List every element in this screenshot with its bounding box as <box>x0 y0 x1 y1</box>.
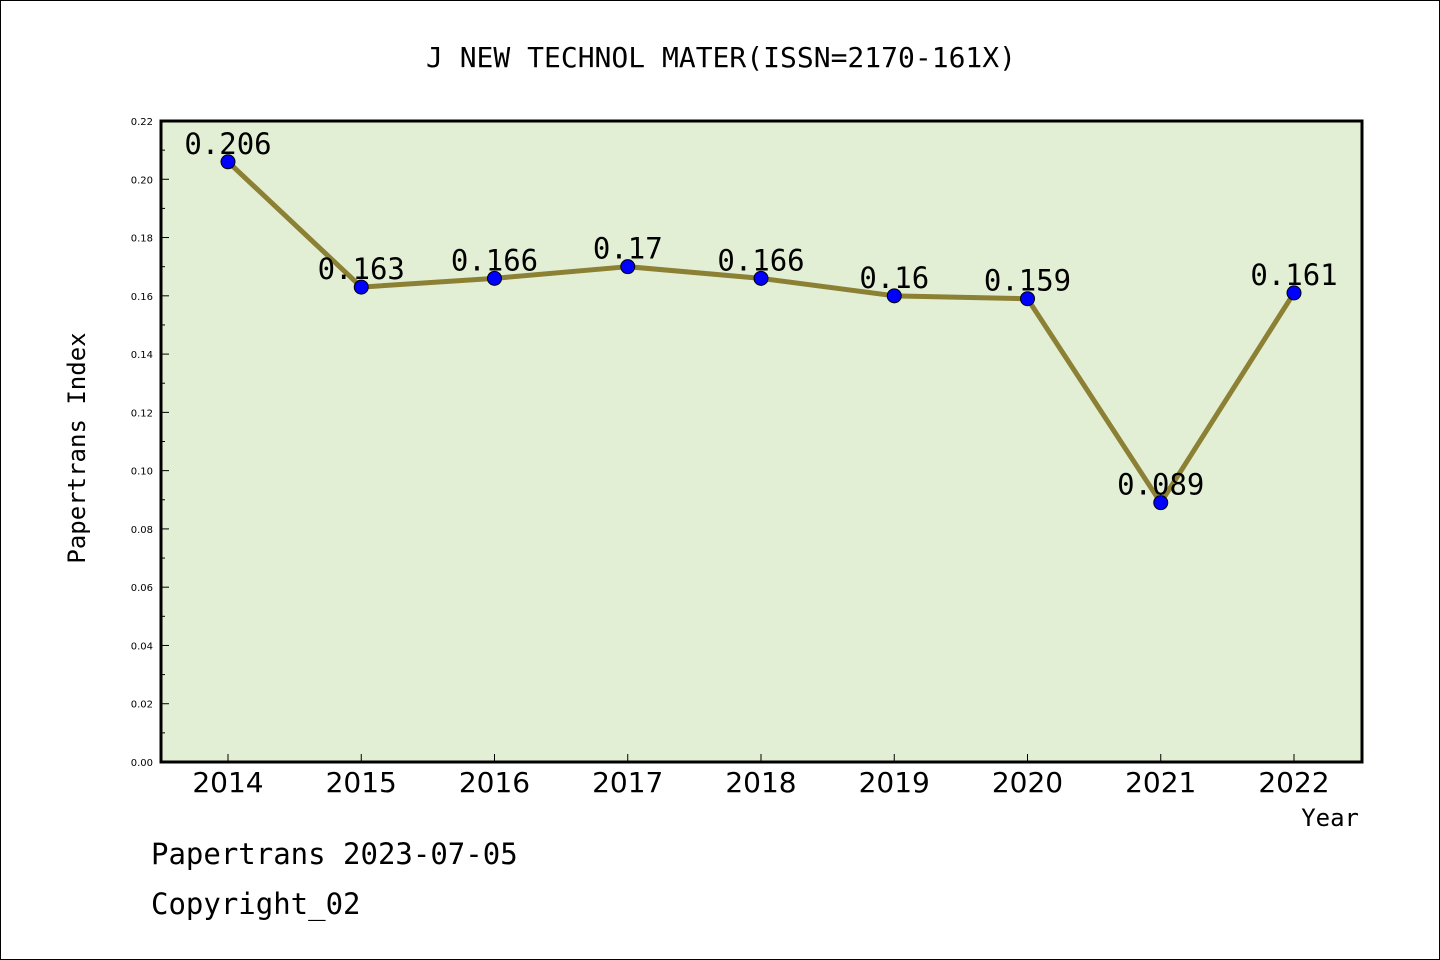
data-label: 0.166 <box>717 243 804 277</box>
data-point-marker <box>753 270 769 286</box>
data-label: 0.16 <box>859 261 929 295</box>
x-tick-label: 2021 <box>1125 766 1196 799</box>
y-tick-label: 0.02 <box>131 700 153 711</box>
data-label: 0.159 <box>984 264 1071 298</box>
x-axis: 2014 2015 2016 2017 2018 2019 2020 2021 2022 <box>192 754 1330 799</box>
series-line <box>220 154 1302 511</box>
x-tick-label: 2020 <box>992 766 1063 799</box>
y-tick-label: 0.16 <box>131 292 153 303</box>
data-label: 0.17 <box>593 232 663 266</box>
x-tick-label: 2016 <box>459 766 530 799</box>
x-axis-label: Year <box>1301 804 1359 832</box>
x-tick-label: 2015 <box>326 766 397 799</box>
chart-title: J NEW TECHNOL MATER(ISSN=2170-161X) <box>426 41 1016 74</box>
x-tick-label: 2022 <box>1258 766 1329 799</box>
plot-area <box>159 119 1364 764</box>
x-tick-label: 2018 <box>725 766 796 799</box>
x-tick-label: 2019 <box>859 766 930 799</box>
y-tick-label: 0.10 <box>131 467 153 478</box>
y-tick-label: 0.14 <box>131 350 153 361</box>
data-point-marker <box>1286 285 1302 301</box>
data-point-marker <box>353 279 369 295</box>
y-axis: 0.00 0.02 0.04 0.06 0.08 0.10 0.12 0.14 0.16 0.18… <box>131 117 169 769</box>
data-point-marker <box>1153 495 1169 511</box>
y-tick-label: 0.22 <box>131 117 153 128</box>
data-point-marker <box>620 259 636 275</box>
footer-copyright: Copyright_02 <box>151 887 361 922</box>
x-tick-label: 2014 <box>192 766 263 799</box>
data-label: 0.161 <box>1250 258 1337 292</box>
footer-credit: Papertrans 2023-07-05 <box>151 837 518 871</box>
x-tick-label: 2017 <box>592 766 663 799</box>
data-label: 0.206 <box>184 127 271 161</box>
y-axis-label: Papertrans Index <box>63 332 91 563</box>
data-labels: 0.206 0.163 0.166 0.17 0.166 0.16 0.159 0.089 0.… <box>184 127 1337 502</box>
data-label: 0.163 <box>318 252 405 286</box>
data-point-marker <box>886 288 902 304</box>
y-tick-label: 0.06 <box>131 583 153 594</box>
y-tick-label: 0.08 <box>131 525 153 536</box>
data-label: 0.089 <box>1117 468 1204 502</box>
data-point-marker <box>1020 291 1035 307</box>
y-tick-label: 0.00 <box>131 758 153 769</box>
data-point-marker <box>220 154 236 170</box>
data-point-marker <box>487 270 502 286</box>
y-tick-label: 0.18 <box>131 234 153 245</box>
y-tick-label: 0.12 <box>131 408 153 419</box>
y-tick-label: 0.20 <box>131 175 153 186</box>
y-tick-label: 0.04 <box>131 641 153 652</box>
data-label: 0.166 <box>451 243 538 277</box>
